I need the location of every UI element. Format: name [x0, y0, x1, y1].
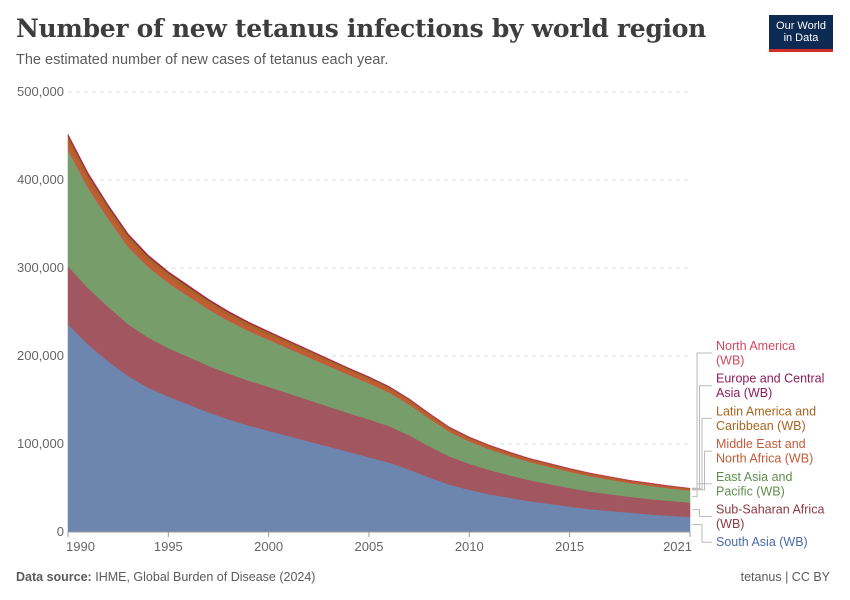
data-source: Data source: IHME, Global Burden of Dise…: [16, 570, 315, 584]
legend-item[interactable]: South Asia (WB): [692, 524, 808, 550]
x-tick-label: 1995: [154, 539, 183, 554]
legend-label-line2: Pacific (WB): [716, 484, 785, 498]
chart-subtitle: The estimated number of new cases of tet…: [16, 52, 389, 68]
x-tick-label: 2010: [455, 539, 484, 554]
legend-label: Europe and Central: [716, 372, 824, 386]
y-tick-label: 400,000: [17, 172, 64, 187]
x-tick-label: 2000: [254, 539, 283, 554]
legend-label: Sub-Saharan Africa: [716, 503, 824, 517]
axes: 0 100,000 200,000 300,000 400,000 500,000 1990…: [17, 84, 692, 554]
legend-connector: [692, 509, 712, 517]
chart-title: Number of new tetanus infections by worl…: [16, 14, 707, 43]
license-text[interactable]: tetanus | CC BY: [740, 570, 830, 584]
legend-label: North America: [716, 339, 795, 353]
legend-label: South Asia (WB): [716, 535, 808, 549]
legend-label-line2: (WB): [716, 354, 744, 368]
data-source-text[interactable]: IHME, Global Burden of Disease (2024): [95, 570, 316, 584]
logo-line-1: Our World: [776, 20, 826, 32]
legend-label-line2: (WB): [716, 517, 744, 531]
legend: North America(WB)Europe and CentralAsia …: [692, 339, 824, 549]
y-tick-label: 100,000: [17, 436, 64, 451]
legend-label: Middle East and: [716, 437, 806, 451]
legend-label: Latin America and: [716, 404, 816, 418]
legend-item[interactable]: Sub-Saharan Africa(WB): [692, 503, 824, 532]
x-tick-label: 2021: [663, 539, 692, 554]
x-tick-label: 2005: [355, 539, 384, 554]
x-tick-label: 2015: [555, 539, 584, 554]
y-tick-label: 0: [57, 524, 64, 539]
legend-label-line2: Caribbean (WB): [716, 419, 806, 433]
legend-label: East Asia and: [716, 470, 792, 484]
owid-logo[interactable]: Our World in Data: [769, 15, 833, 52]
legend-connector: [692, 483, 712, 498]
legend-label-line2: North Africa (WB): [716, 452, 813, 466]
logo-line-2: in Data: [783, 32, 819, 44]
legend-label-line2: Asia (WB): [716, 386, 772, 400]
x-tick-label: 1990: [66, 539, 95, 554]
y-tick-label: 300,000: [17, 260, 64, 275]
legend-connector: [692, 524, 712, 543]
legend-item[interactable]: North America(WB): [692, 339, 795, 489]
legend-connector: [692, 417, 712, 490]
data-source-label: Data source:: [16, 570, 92, 584]
area-series-group: [67, 133, 691, 533]
y-tick-label: 500,000: [17, 84, 64, 99]
y-tick-label: 200,000: [17, 348, 64, 363]
area-north-america-wb[interactable]: [67, 133, 691, 489]
legend-connector: [692, 450, 712, 491]
